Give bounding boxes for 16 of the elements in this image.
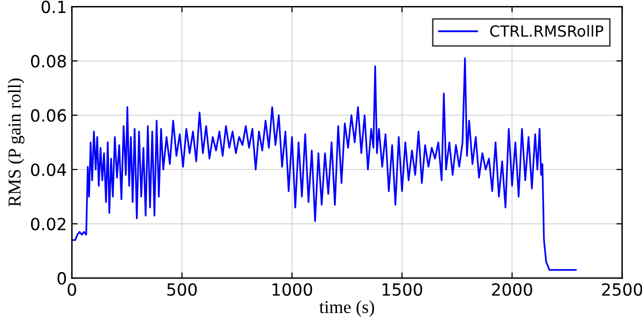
x-tick-label: 2500 [602,283,642,296]
y-tick-label: 0.02 [31,218,66,230]
y-tick-label: 0.06 [31,109,66,122]
y-tick-label: 0.04 [31,163,66,176]
line-series [72,57,577,271]
x-tick-label: 0 [68,283,76,296]
y-tick-label: 0.08 [31,54,66,68]
x-tick-label: 2000 [492,283,532,296]
x-tick-label: 1500 [382,283,422,296]
legend-label: CTRL.RMSRollP [490,24,604,37]
x-tick-label: 1000 [272,283,312,296]
y-tick-label: 0 [58,272,66,285]
y-axis-title: RMS (P gain roll) [8,78,24,206]
y-tick-label: 0.1 [42,0,66,14]
x-axis-title: time (s) [319,300,374,317]
x-tick-label: 500 [167,283,197,296]
